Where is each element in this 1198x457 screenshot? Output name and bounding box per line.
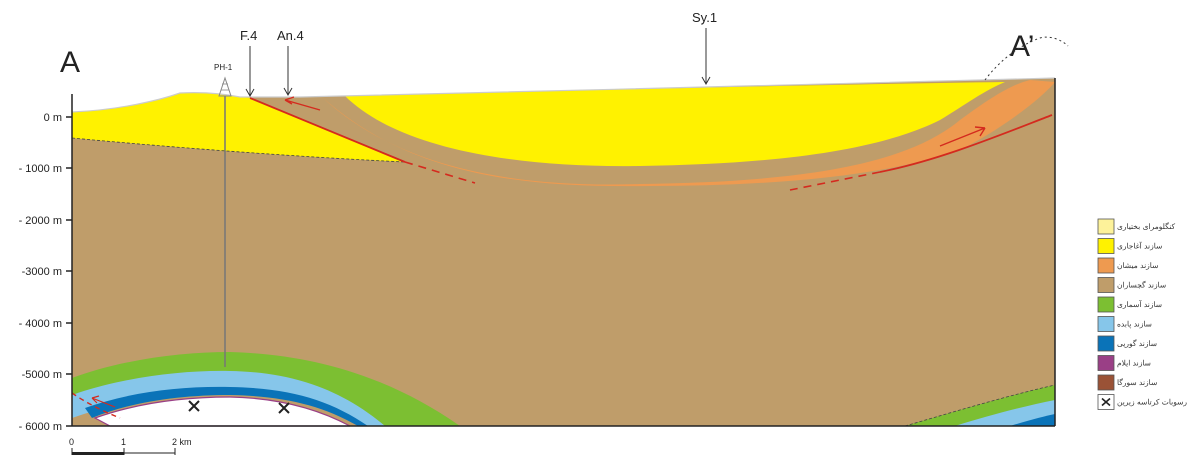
fault-right-dashed	[789, 171, 881, 191]
aghajari-syncline	[345, 82, 1005, 167]
section-start-label: A	[60, 46, 80, 79]
legend-label: سازند ایلام	[1117, 359, 1152, 368]
basement-x-marker	[278, 402, 290, 414]
legend-swatch	[1097, 296, 1115, 313]
arrow-an4-icon	[283, 46, 293, 97]
legend-swatch	[1097, 257, 1115, 274]
legend-swatch	[1097, 316, 1115, 332]
legend-label: سازند آسماری	[1117, 299, 1163, 309]
fault-deep-left	[71, 392, 121, 419]
depth-ticks	[66, 116, 72, 427]
depth-label: - 4000 m	[19, 318, 62, 330]
legend-label: رسوبات کرتاسه زیرین	[1117, 398, 1187, 407]
gurpi-right	[1010, 414, 1055, 426]
cross-icon	[1101, 397, 1111, 407]
gurpi-anticline	[85, 386, 368, 426]
legend-label: سازند گچساران	[1117, 280, 1167, 290]
legend-swatch	[1097, 218, 1115, 235]
legend-label: سازند پابده	[1117, 320, 1153, 329]
fault-arrow-left	[284, 96, 321, 111]
legend-swatch	[1097, 335, 1115, 352]
basement-x-marker	[188, 400, 200, 412]
scale-label: 2 km	[172, 437, 192, 447]
gachsaran-formation	[72, 78, 1055, 426]
legend-swatch	[1097, 374, 1115, 391]
well-label-an4: An.4	[277, 28, 304, 43]
scale-label: 1	[121, 437, 126, 447]
surface-line	[71, 77, 1056, 113]
depth-label: - 6000 m	[19, 421, 62, 433]
contact-dashed-left	[71, 137, 406, 163]
legend-swatch	[1097, 355, 1115, 371]
scale-bar	[71, 448, 176, 455]
legend-label: سازند گورپی	[1117, 338, 1158, 348]
fault-right	[879, 114, 1053, 173]
arrow-f4-icon	[245, 46, 255, 98]
depth-label: -3000 m	[22, 266, 62, 278]
fault-main	[249, 97, 406, 163]
well-label-sy1: Sy.1	[692, 10, 717, 25]
aghajari-left	[72, 92, 405, 162]
drilling-rig-icon	[218, 76, 232, 97]
depth-label: - 2000 m	[19, 215, 62, 227]
scale-label: 0	[69, 437, 74, 447]
depth-label: -5000 m	[22, 369, 62, 381]
legend-label: کنگلومرای بختیاری	[1117, 221, 1175, 231]
depth-label: 0 m	[44, 112, 62, 124]
depth-label: - 1000 m	[19, 163, 62, 175]
eroded-topography-dotted	[984, 36, 1069, 81]
fault-arrow-right	[939, 126, 986, 147]
well-label-ph1: PH-1	[214, 63, 233, 72]
pabdeh-anticline	[72, 370, 385, 426]
fault-main-dashed	[404, 161, 476, 184]
legend: کنگلومرای بختیاری سازند آغاجاری سازند میشا…	[1097, 218, 1187, 410]
fault-deep-arrow	[91, 395, 116, 408]
pabdeh-right	[955, 400, 1055, 426]
legend-label: سازند آغاجاری	[1117, 241, 1163, 251]
asmari-anticline	[72, 352, 460, 426]
ilam-anticline	[93, 396, 351, 427]
legend-label: سازند سورگا	[1117, 377, 1158, 387]
arrow-sy1-icon	[701, 28, 711, 86]
legend-label: سازند میشان	[1117, 261, 1159, 270]
well-label-f4: F.4	[240, 28, 257, 43]
contact-dashed-right	[904, 384, 1056, 427]
legend-swatch	[1097, 238, 1115, 254]
legend-swatch	[1097, 277, 1115, 293]
